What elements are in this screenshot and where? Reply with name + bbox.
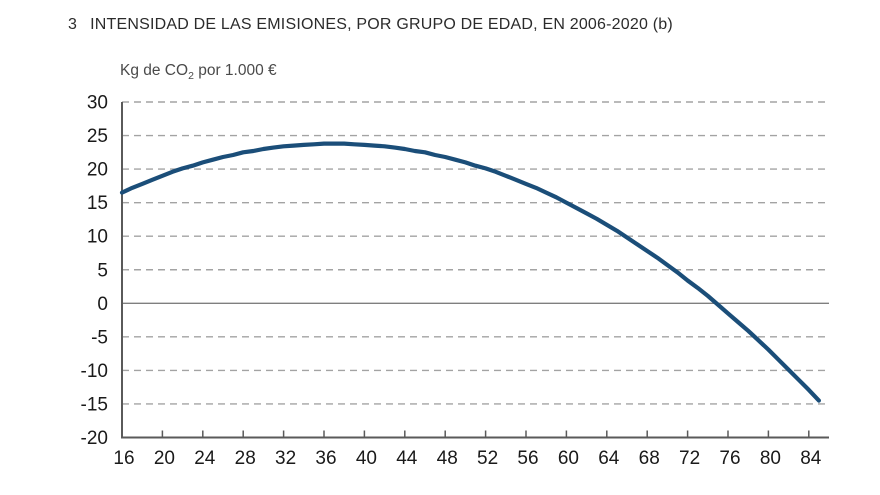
- y-tick-label: -15: [81, 394, 108, 415]
- unit-label-subscript: 2: [188, 70, 194, 83]
- x-tick-label: 80: [760, 448, 781, 469]
- x-tick-label: 52: [477, 448, 498, 469]
- figure-title: INTENSIDAD DE LAS EMISIONES, POR GRUPO D…: [90, 16, 673, 33]
- x-tick-label: 44: [396, 448, 418, 469]
- x-tick-label: 48: [437, 448, 458, 469]
- x-tick-label: 20: [154, 448, 175, 469]
- y-tick-label: 10: [87, 227, 108, 248]
- emissions-curve: [119, 141, 821, 403]
- x-tick-label: 76: [719, 448, 740, 469]
- y-axis-unit-label: Kg de CO2 por 1.000 €: [120, 62, 277, 82]
- y-tick-label: 15: [87, 193, 108, 214]
- y-tick-label: -10: [81, 361, 108, 382]
- y-tick-label: 25: [87, 126, 108, 147]
- x-tick-label: 68: [639, 448, 660, 469]
- x-tick-label: 16: [113, 448, 134, 469]
- x-tick-label: 84: [800, 448, 822, 469]
- x-tick-label: 32: [275, 448, 296, 469]
- figure-number: 3: [68, 16, 78, 33]
- y-tick-label: 5: [97, 260, 108, 281]
- x-tick-label: 56: [517, 448, 538, 469]
- unit-label-post: por 1.000 €: [193, 62, 277, 79]
- y-tick-label: -20: [81, 428, 108, 449]
- x-tick-label: 28: [235, 448, 256, 469]
- x-tick-label: 24: [194, 448, 216, 469]
- x-tick-label: 72: [679, 448, 700, 469]
- y-tick-label: -5: [91, 327, 108, 348]
- x-tick-label: 40: [356, 448, 377, 469]
- y-tick-label: 30: [87, 93, 108, 114]
- unit-label-pre: Kg de CO: [120, 62, 189, 79]
- y-tick-label: 0: [97, 294, 108, 315]
- x-tick-label: 36: [315, 448, 336, 469]
- x-tick-label: 60: [558, 448, 579, 469]
- figure-header: 3 INTENSIDAD DE LAS EMISIONES, POR GRUPO…: [68, 16, 673, 34]
- y-tick-label: 20: [87, 160, 108, 181]
- x-tick-label: 64: [598, 448, 620, 469]
